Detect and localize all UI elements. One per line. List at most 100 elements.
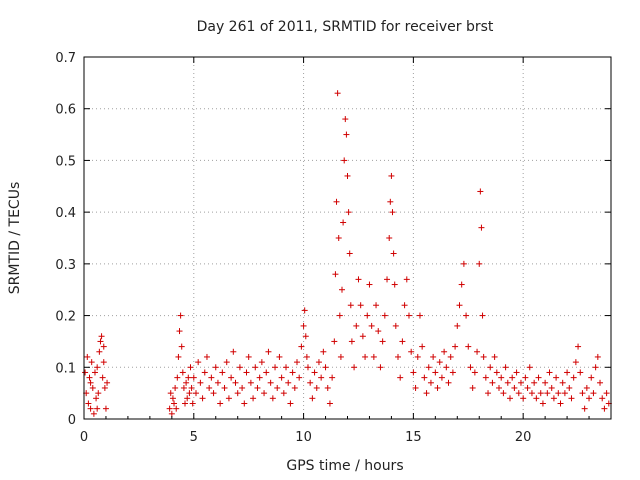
data-point xyxy=(186,390,193,397)
data-point xyxy=(401,302,408,309)
data-point xyxy=(467,364,474,371)
data-point xyxy=(201,369,208,376)
data-point xyxy=(550,395,557,402)
data-point xyxy=(272,364,279,371)
data-point xyxy=(296,374,303,381)
data-point xyxy=(479,312,486,319)
plot-frame xyxy=(83,56,612,420)
data-point xyxy=(223,359,230,366)
data-point xyxy=(511,384,518,391)
data-point xyxy=(192,390,199,397)
data-point xyxy=(502,364,509,371)
data-point xyxy=(331,338,338,345)
data-point xyxy=(309,395,316,402)
data-point xyxy=(520,395,527,402)
data-point xyxy=(438,374,445,381)
data-point xyxy=(391,281,398,288)
axis-ticks: 0 5 10 15 20 0 0.1 0.2 0.3 0.4 0.5 0.6 0.7 xyxy=(55,51,611,445)
data-point xyxy=(421,374,428,381)
data-point xyxy=(485,390,492,397)
y-axis-label: SRMTID / TECUs xyxy=(7,182,23,295)
data-point xyxy=(430,353,437,360)
data-point xyxy=(397,374,404,381)
x-tick-label: 20 xyxy=(515,430,532,445)
y-tick-label: 0.7 xyxy=(55,51,76,66)
data-point xyxy=(210,390,217,397)
data-point xyxy=(280,390,287,397)
data-point xyxy=(247,379,254,386)
data-point xyxy=(357,302,364,309)
data-point xyxy=(276,353,283,360)
chart-title: Day 261 of 2011, SRMTID for receiver brs… xyxy=(197,19,494,35)
data-point xyxy=(463,312,470,319)
data-point xyxy=(390,250,397,257)
data-point xyxy=(320,348,327,355)
data-point xyxy=(217,400,224,407)
data-point xyxy=(99,374,106,381)
data-point xyxy=(561,390,568,397)
data-point xyxy=(572,359,579,366)
data-point xyxy=(341,157,348,164)
data-point xyxy=(601,405,608,412)
data-point xyxy=(332,271,339,278)
x-tick-label: 0 xyxy=(80,430,88,445)
data-point xyxy=(197,379,204,386)
data-point xyxy=(577,369,584,376)
data-point xyxy=(423,390,430,397)
data-point xyxy=(399,338,406,345)
data-point xyxy=(174,374,181,381)
data-point xyxy=(225,395,232,402)
data-point xyxy=(456,302,463,309)
data-point xyxy=(478,224,485,231)
data-point xyxy=(412,384,419,391)
data-point xyxy=(515,390,522,397)
data-point xyxy=(175,353,182,360)
data-point xyxy=(84,353,91,360)
data-point xyxy=(517,379,524,386)
data-point xyxy=(183,379,190,386)
data-point xyxy=(263,369,270,376)
data-point xyxy=(524,384,531,391)
data-point xyxy=(474,348,481,355)
data-point xyxy=(298,343,305,350)
data-point xyxy=(87,379,94,386)
data-point xyxy=(261,390,268,397)
data-point xyxy=(377,364,384,371)
data-point xyxy=(335,235,342,241)
data-point xyxy=(100,343,107,350)
data-point xyxy=(388,172,395,179)
data-point xyxy=(283,364,290,371)
data-point xyxy=(546,369,553,376)
data-point xyxy=(322,364,329,371)
data-point xyxy=(274,384,281,391)
data-point xyxy=(254,384,261,391)
y-tick-label: 0.5 xyxy=(55,154,76,169)
data-point xyxy=(285,379,292,386)
data-point xyxy=(432,369,439,376)
data-point xyxy=(199,395,206,402)
data-point xyxy=(329,374,336,381)
data-point xyxy=(190,374,197,381)
data-point xyxy=(513,369,520,376)
data-point xyxy=(93,395,100,402)
data-point xyxy=(381,312,388,319)
data-point xyxy=(427,379,434,386)
data-point xyxy=(452,343,459,350)
data-point xyxy=(95,390,102,397)
data-point xyxy=(89,384,96,391)
data-point xyxy=(342,116,349,123)
data-point xyxy=(104,379,111,386)
data-point xyxy=(471,369,478,376)
data-point xyxy=(347,302,354,309)
y-tick-label: 0.2 xyxy=(55,310,76,325)
data-point xyxy=(528,390,535,397)
data-point xyxy=(303,353,310,360)
data-point xyxy=(206,384,213,391)
data-point xyxy=(434,384,441,391)
data-point xyxy=(586,395,593,402)
data-point xyxy=(236,364,243,371)
data-point xyxy=(291,384,298,391)
data-point xyxy=(522,374,529,381)
data-point xyxy=(336,312,343,319)
data-point xyxy=(368,322,375,329)
